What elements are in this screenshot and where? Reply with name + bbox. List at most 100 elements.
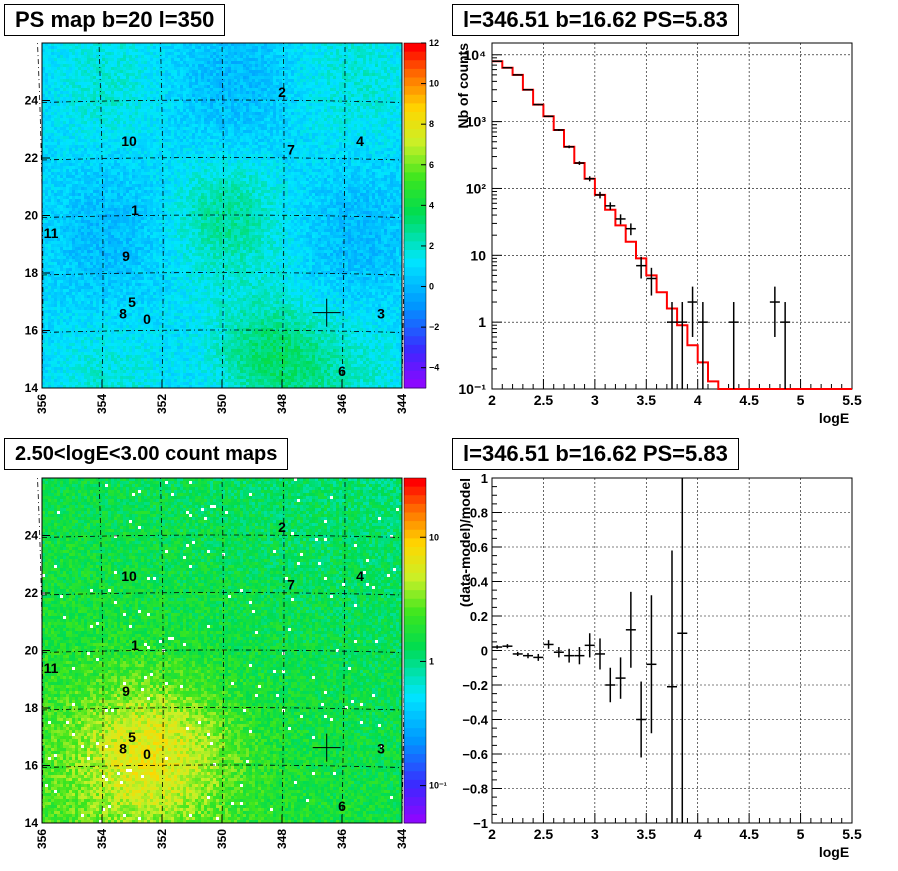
ps-map-cell [126,127,129,130]
ps-map-cell [384,85,387,88]
ps-map-cell [75,91,78,94]
ps-map-cell [138,55,141,58]
ps-map-cell [63,43,66,46]
ps-map-cell [297,133,300,136]
ps-map-cell [174,91,177,94]
ps-map-cell [261,43,264,46]
ps-map-cell [231,106,234,109]
ps-map-cell [195,115,198,118]
ps-map-cell [279,70,282,73]
ps-map-cell [315,115,318,118]
ps-map-cell [174,58,177,61]
ps-map-cell [279,148,282,151]
ps-map-cell [162,97,165,100]
ps-map-cell [228,73,231,76]
ps-map-cell [246,76,249,79]
ps-map-cell [117,103,120,106]
ps-map-cell [387,67,390,70]
ps-map-cell [102,91,105,94]
ps-map-cell [300,91,303,94]
ps-map-cell [345,97,348,100]
ps-map-cell [330,85,333,88]
ps-map-cell [120,106,123,109]
ps-map-cell [315,127,318,130]
ps-map-cell [384,109,387,112]
ps-map-cell [51,49,54,52]
ps-map-cell [177,130,180,133]
ps-map-cell [120,127,123,130]
ps-map-cell [141,163,144,166]
ps-map-cell [213,64,216,67]
ps-map-cell [303,112,306,115]
ps-map-cell [78,73,81,76]
ps-map-cell [288,136,291,139]
ps-map-cell [156,145,159,148]
ps-map-cell [183,166,186,169]
ps-map-cell [222,121,225,124]
ps-map-cell [240,130,243,133]
ps-map-cell [294,103,297,106]
ps-map-cell [393,82,396,85]
ps-map-cell [60,76,63,79]
ps-map-cell [381,160,384,163]
ps-map-cell [255,142,258,145]
ps-map-cell [369,103,372,106]
ps-map-cell [348,76,351,79]
ps-map-cell [231,157,234,160]
ps-map-cell [120,46,123,49]
ps-map-cell [243,43,246,46]
ps-map-cell [291,82,294,85]
ps-map-cell [75,58,78,61]
ps-map-cell [336,52,339,55]
ps-map-cell [123,43,126,46]
ps-map-cell [168,136,171,139]
ps-map-cell [162,88,165,91]
ps-map-cell [219,139,222,142]
ps-map-cell [258,64,261,67]
ps-map-cell [126,88,129,91]
ps-map-cell [288,55,291,58]
ps-map-cell [159,166,162,169]
ps-map-cell [75,85,78,88]
ps-map-cell [330,106,333,109]
ps-map-cell [93,166,96,169]
ps-map-cell [384,118,387,121]
ps-map-cell [102,127,105,130]
ps-map-cell [369,160,372,163]
ps-map-cell [54,91,57,94]
ps-map-cell [318,151,321,154]
ps-map-cell [306,70,309,73]
ps-map-cell [339,82,342,85]
ps-map-cell [90,136,93,139]
ps-map-cell [300,121,303,124]
ps-map-cell [327,136,330,139]
ps-map-cell [363,76,366,79]
ps-map-cell [96,82,99,85]
ps-map-cell [369,157,372,160]
ps-map-cell [249,82,252,85]
ps-map-cell [141,142,144,145]
ps-map-cell [132,67,135,70]
ps-map-cell [141,82,144,85]
ps-map-cell [153,109,156,112]
ps-map-cell [84,82,87,85]
ps-map-cell [93,151,96,154]
ps-map-cell [111,139,114,142]
ps-map-cell [150,166,153,169]
ps-map-cell [276,52,279,55]
ps-map-cell [330,130,333,133]
ps-map-cell [168,73,171,76]
ps-map-cell [306,79,309,82]
ps-map-cell [378,82,381,85]
ps-map-cell [174,136,177,139]
ps-map-cell [102,148,105,151]
ps-map-cell [378,112,381,115]
ps-map-cell [246,142,249,145]
ps-map-cell [213,163,216,166]
ps-map-cell [180,154,183,157]
ps-map-cell [270,142,273,145]
ps-map-cell [261,118,264,121]
ps-map-cell [384,127,387,130]
ps-map-cell [111,73,114,76]
ps-map-cell [129,97,132,100]
